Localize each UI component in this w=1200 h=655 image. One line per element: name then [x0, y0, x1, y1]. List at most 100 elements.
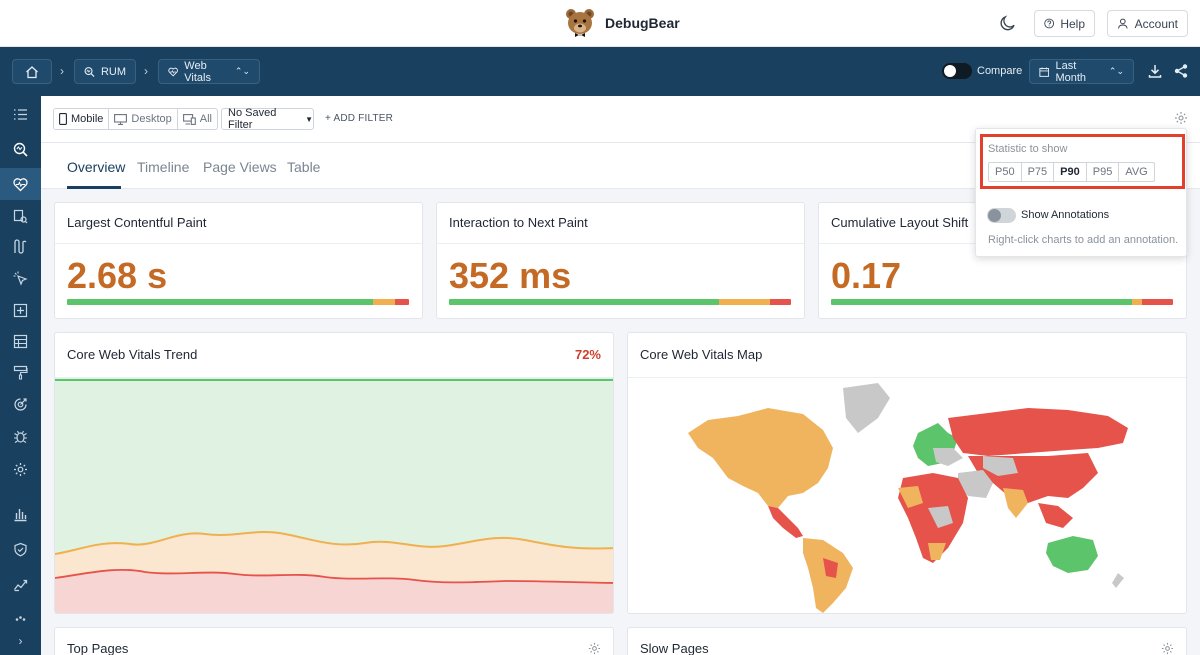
account-button[interactable]: Account [1107, 10, 1188, 37]
chevron-right-icon: › [18, 634, 23, 648]
shield-icon [14, 542, 27, 556]
date-range-label: Last Month [1055, 59, 1087, 84]
chevron-updown-icon: ⌃⌄ [1108, 66, 1124, 76]
device-segmented-control: Mobile Desktop All [53, 108, 218, 130]
breadcrumb-rum[interactable]: RUM [74, 59, 136, 84]
tab-table[interactable]: Table [287, 159, 321, 175]
sidebar-item-interaction[interactable] [0, 262, 41, 294]
slow-pages-card: Slow Pages [627, 627, 1187, 655]
help-label: Help [1060, 16, 1085, 31]
add-filter-button[interactable]: + ADD FILTER [325, 113, 394, 124]
map-region-greenland[interactable] [843, 383, 890, 433]
sidebar-item-trend[interactable] [0, 568, 41, 600]
web-vitals-icon [13, 177, 28, 191]
metric-distribution-bar [67, 299, 409, 305]
poor-line [55, 568, 613, 584]
sidebar-item-settings[interactable] [0, 453, 41, 485]
sidebar-item-more[interactable] [0, 603, 41, 635]
download-icon[interactable] [1147, 63, 1163, 79]
tab-page-views[interactable]: Page Views [203, 159, 277, 175]
calendar-icon [1039, 66, 1050, 77]
sidebar-item-shield[interactable] [0, 533, 41, 565]
settings-gear-icon[interactable] [1161, 642, 1174, 655]
map-region-africa-south[interactable] [928, 543, 946, 560]
sidebar-item-brush[interactable] [0, 356, 41, 388]
tab-timeline[interactable]: Timeline [137, 159, 190, 175]
sidebar-item-table[interactable] [0, 325, 41, 357]
saved-filter-select[interactable]: No Saved Filter ▼ [221, 107, 314, 131]
map-region-australia[interactable] [1046, 536, 1098, 573]
all-devices-icon [182, 113, 196, 125]
needs-improvement-segment [1131, 299, 1143, 305]
compare-label: Compare [977, 65, 1023, 77]
map-region-new-zealand[interactable] [1112, 573, 1124, 588]
map-region-middle-east[interactable] [958, 470, 993, 498]
statistic-option[interactable]: AVG [1125, 166, 1148, 178]
device-mobile[interactable]: Mobile [54, 109, 110, 129]
dark-mode-icon[interactable] [999, 14, 1017, 32]
map-region-central-america[interactable] [768, 506, 803, 538]
sidebar-item-flow[interactable] [0, 230, 41, 262]
sidebar: › [0, 96, 41, 655]
sidebar-item-add[interactable] [0, 294, 41, 326]
sidebar-item-bar-chart[interactable] [0, 498, 41, 530]
bar-chart-icon [14, 508, 27, 521]
map-region-north-america[interactable] [688, 408, 833, 508]
map-region-india[interactable] [1003, 488, 1028, 518]
metric-card-lcp: Largest Contentful Paint 2.68 s [54, 202, 423, 319]
sidebar-item-bug[interactable] [0, 420, 41, 452]
bear-logo-icon [566, 9, 594, 37]
flow-icon [14, 238, 27, 254]
pages-icon [13, 209, 28, 223]
share-icon[interactable] [1173, 63, 1189, 79]
device-all[interactable]: All [178, 109, 217, 129]
tab-overview[interactable]: Overview [67, 159, 126, 175]
mobile-icon [59, 113, 67, 125]
map-region-central-asia[interactable] [983, 456, 1018, 476]
map-region-south-america-alt[interactable] [823, 558, 838, 578]
sidebar-item-list[interactable] [0, 98, 41, 130]
metric-title: Cumulative Layout Shift [831, 215, 969, 230]
settings-gear-icon[interactable] [1174, 111, 1188, 125]
metric-card-inp: Interaction to Next Paint 352 ms [436, 202, 805, 319]
map-region-russia[interactable] [948, 408, 1128, 456]
compare-toggle[interactable] [942, 63, 972, 79]
top-pages-card: Top Pages [54, 627, 614, 655]
world-map[interactable] [628, 378, 1187, 614]
annotations-toggle[interactable] [987, 208, 1016, 223]
help-button[interactable]: Help [1034, 10, 1095, 37]
sidebar-item-target[interactable] [0, 388, 41, 420]
metric-value: 2.68 s [67, 255, 168, 296]
brand[interactable]: DebugBear [563, 6, 680, 40]
bug-icon [14, 430, 27, 443]
statistic-option-selected[interactable]: P90 [1054, 163, 1087, 181]
sidebar-item-web-vitals[interactable] [0, 168, 41, 200]
home-button[interactable] [12, 59, 52, 84]
statistic-label: Statistic to show [988, 143, 1068, 155]
statistic-option[interactable]: P95 [1087, 163, 1120, 181]
statistic-option[interactable]: P75 [1022, 163, 1055, 181]
statistic-option[interactable]: P50 [989, 163, 1022, 181]
chevron-right-icon: › [144, 64, 148, 78]
sidebar-item-rum[interactable] [0, 133, 41, 165]
date-range-select[interactable]: Last Month ⌃⌄ [1029, 59, 1134, 84]
active-tab-indicator [67, 186, 121, 189]
breadcrumb-web-vitals[interactable]: Web Vitals ⌃⌄ [158, 59, 260, 84]
more-icon [15, 615, 26, 621]
rum-icon [13, 142, 28, 157]
map-region-southeast-asia[interactable] [1038, 503, 1073, 528]
metric-distribution-bar [831, 299, 1173, 305]
target-icon [14, 397, 27, 411]
poor-area [55, 569, 613, 613]
needs-improvement-segment [719, 299, 771, 305]
map-region-europe-east[interactable] [933, 448, 963, 466]
good-segment [67, 299, 374, 305]
sidebar-item-pages[interactable] [0, 200, 41, 232]
settings-gear-icon[interactable] [588, 642, 601, 655]
device-desktop[interactable]: Desktop [109, 109, 178, 129]
nav-bar: › RUM › Web Vitals ⌃⌄ [0, 47, 1200, 96]
sidebar-expand[interactable]: › [0, 625, 41, 655]
trend-chart[interactable] [55, 378, 614, 614]
map-region-africa-central[interactable] [928, 506, 953, 528]
map-region-africa-west[interactable] [898, 486, 923, 508]
